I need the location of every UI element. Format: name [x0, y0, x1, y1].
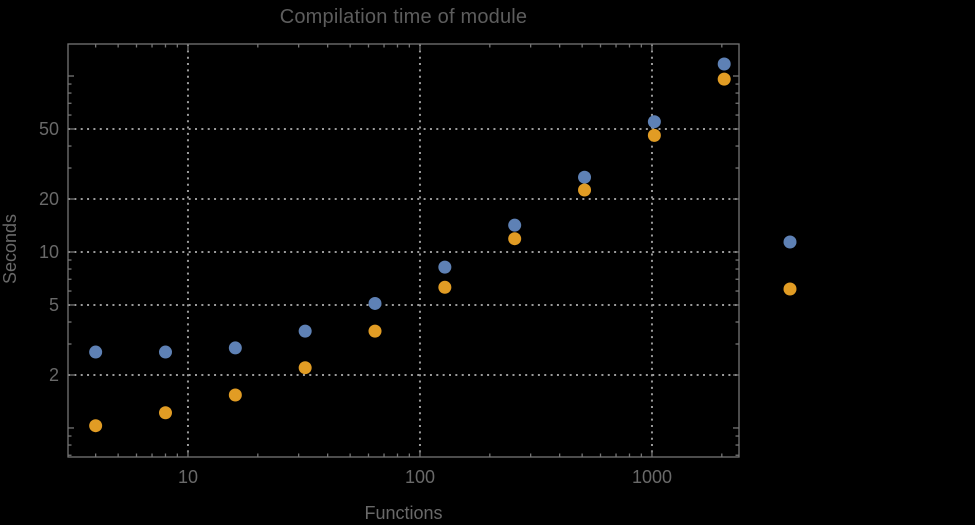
- data-point-orange: [647, 128, 661, 142]
- data-point-blue: [578, 170, 592, 184]
- data-point-blue: [89, 345, 103, 359]
- data-point-blue: [438, 260, 452, 274]
- data-point-orange: [438, 280, 452, 294]
- data-point-orange: [228, 388, 242, 402]
- data-point-blue: [368, 296, 382, 310]
- x-tick-label: 100: [405, 467, 435, 487]
- data-point-orange: [578, 183, 592, 197]
- y-tick-label: 10: [39, 242, 59, 262]
- data-point-blue: [158, 345, 172, 359]
- plot-frame: [67, 43, 740, 458]
- data-point-orange: [298, 361, 312, 375]
- data-point-blue: [717, 57, 731, 71]
- data-point-orange: [158, 406, 172, 420]
- data-point-blue: [647, 115, 661, 129]
- legend-marker: [783, 235, 797, 249]
- data-point-blue: [298, 324, 312, 338]
- y-tick-label: 20: [39, 189, 59, 209]
- data-point-blue: [228, 341, 242, 355]
- y-tick-label: 2: [49, 365, 59, 385]
- x-tick-label: 10: [178, 467, 198, 487]
- legend-marker: [783, 282, 797, 296]
- data-point-orange: [368, 324, 382, 338]
- data-point-orange: [508, 232, 522, 246]
- data-point-orange: [717, 72, 731, 86]
- y-tick-label: 50: [39, 119, 59, 139]
- y-tick-label: 5: [49, 295, 59, 315]
- x-tick-label: 1000: [632, 467, 672, 487]
- data-point-blue: [508, 218, 522, 232]
- data-point-orange: [89, 419, 103, 433]
